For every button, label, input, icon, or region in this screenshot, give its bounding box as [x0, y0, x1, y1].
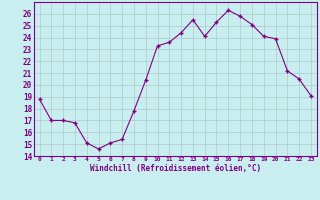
X-axis label: Windchill (Refroidissement éolien,°C): Windchill (Refroidissement éolien,°C)	[90, 164, 261, 173]
